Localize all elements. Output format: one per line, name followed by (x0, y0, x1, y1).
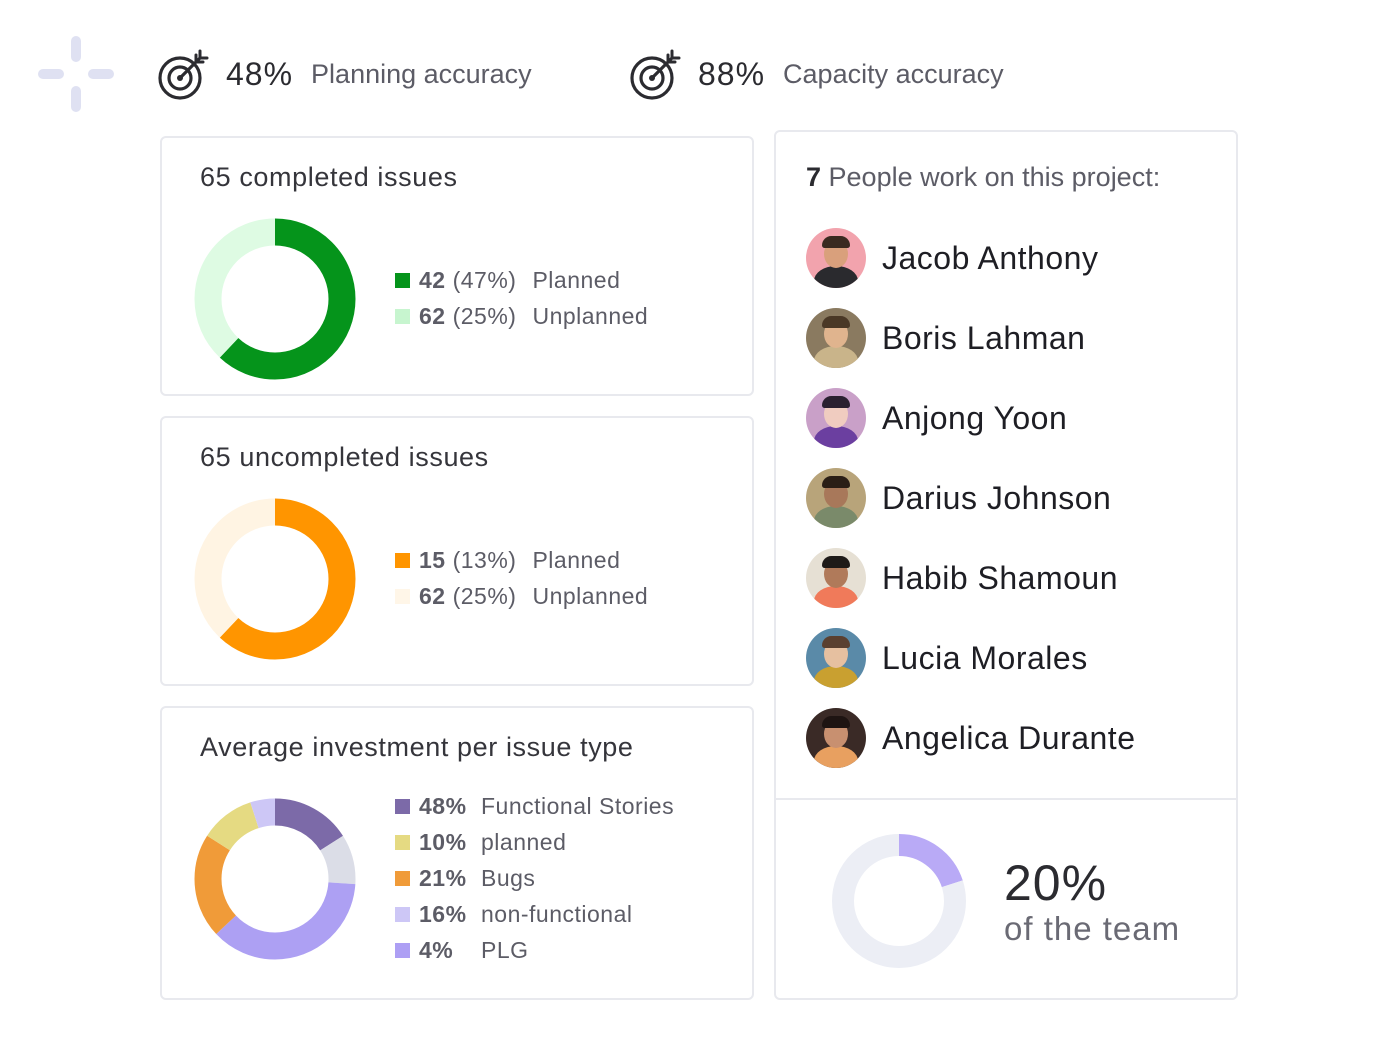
legend-percent: 21% (419, 864, 467, 891)
legend-label: Planned (532, 266, 621, 293)
person-row[interactable]: Lucia Morales (806, 628, 1088, 688)
team-label: of the team (1004, 910, 1181, 947)
legend-percent: 4% (419, 936, 454, 963)
avatar[interactable] (806, 388, 866, 448)
legend-swatch (395, 834, 410, 850)
legend-item-unplanned: 62 (25%) Unplanned (395, 578, 648, 614)
target-icon (158, 49, 209, 100)
uncompleted-donut-chart (194, 498, 356, 660)
card-title: Average investment per issue type (200, 732, 634, 762)
legend-percent: (25%) (452, 582, 517, 609)
legend-count: 42 (419, 266, 446, 293)
people-title: 7 People work on this project: (806, 162, 1160, 193)
planning-accuracy-metric: 48% Planning accuracy (156, 44, 532, 104)
legend-item-unplanned: 62 (25%) Unplanned (395, 298, 648, 334)
donut-segment (832, 834, 966, 968)
legend-label: Unplanned (532, 582, 649, 609)
avatar[interactable] (806, 628, 866, 688)
legend-percent: (47%) (452, 266, 517, 293)
investment-card: Average investment per issue type 48% Fu… (160, 706, 754, 1000)
legend-label: PLG (481, 936, 529, 963)
legend-label: non-functional (481, 900, 633, 927)
legend-item-bugs: 21% Bugs (395, 860, 674, 896)
donut-segment (194, 798, 356, 960)
card-title: 65 uncompleted issues (200, 442, 489, 472)
person-name[interactable]: Lucia Morales (882, 639, 1088, 676)
donut-segment (194, 798, 356, 960)
completed-legend: 42 (47%) Planned 62 (25%) Unplanned (395, 262, 648, 334)
legend-count: 62 (419, 582, 446, 609)
legend-swatch (395, 588, 410, 604)
legend-count: 15 (419, 546, 446, 573)
planning-accuracy-label: Planning accuracy (311, 58, 532, 89)
investment-donut-chart (194, 798, 356, 960)
people-card: 7 People work on this project: Jacob Ant… (774, 130, 1238, 1000)
legend-count: 62 (419, 302, 446, 329)
legend-percent: (13%) (452, 546, 517, 573)
team-donut-chart (832, 834, 966, 968)
legend-swatch (395, 272, 410, 288)
legend-item-non-functional: 16% non-functional (395, 896, 674, 932)
people-count: 7 (806, 162, 822, 192)
capacity-accuracy-metric: 88% Capacity accuracy (628, 44, 1004, 104)
person-row[interactable]: Darius Johnson (806, 468, 1111, 528)
donut-segment (194, 218, 356, 380)
planning-accuracy-value: 48% (226, 55, 294, 92)
legend-label: Functional Stories (481, 792, 675, 819)
avatar[interactable] (806, 228, 866, 288)
person-name[interactable]: Darius Johnson (882, 479, 1112, 516)
uncompleted-issues-card: 65 uncompleted issues 15 (13%) Planned 6… (160, 416, 754, 686)
sparkle-icon (38, 36, 114, 112)
legend-swatch (395, 906, 410, 922)
legend-item-planned: 15 (13%) Planned (395, 542, 648, 578)
divider (776, 798, 1236, 800)
legend-label: Unplanned (532, 302, 649, 329)
legend-percent: (25%) (452, 302, 517, 329)
completed-issues-card: 65 completed issues 42 (47%) Planned 62 … (160, 136, 754, 396)
person-row[interactable]: Anjong Yoon (806, 388, 1067, 448)
capacity-accuracy-value: 88% (698, 55, 766, 92)
person-name[interactable]: Jacob Anthony (882, 239, 1099, 276)
investment-legend: 48% Functional Stories 10% planned 21% B… (395, 788, 674, 968)
legend-percent: 48% (419, 792, 467, 819)
avatar[interactable] (806, 548, 866, 608)
people-title-text: People work on this project: (821, 162, 1161, 192)
target-icon (630, 49, 681, 100)
legend-percent: 10% (419, 828, 467, 855)
avatar[interactable] (806, 708, 866, 768)
legend-label: Planned (532, 546, 621, 573)
legend-item-functional-stories: 48% Functional Stories (395, 788, 674, 824)
person-name[interactable]: Angelica Durante (882, 719, 1136, 756)
capacity-accuracy-label: Capacity accuracy (783, 58, 1004, 89)
person-row[interactable]: Jacob Anthony (806, 228, 1098, 288)
person-name[interactable]: Anjong Yoon (882, 399, 1068, 436)
donut-segment (194, 798, 356, 960)
team-percent: 20% (1004, 855, 1108, 911)
legend-label: planned (481, 828, 567, 855)
card-title: 65 completed issues (200, 162, 458, 192)
uncompleted-legend: 15 (13%) Planned 62 (25%) Unplanned (395, 542, 648, 614)
avatar[interactable] (806, 308, 866, 368)
person-row[interactable]: Habib Shamoun (806, 548, 1118, 608)
legend-item-plg: 4% PLG (395, 932, 674, 968)
donut-segment (194, 498, 356, 660)
legend-swatch (395, 798, 410, 814)
legend-item-planned: 10% planned (395, 824, 674, 860)
donut-segment (194, 798, 356, 960)
person-name[interactable]: Habib Shamoun (882, 559, 1118, 596)
person-row[interactable]: Boris Lahman (806, 308, 1085, 368)
legend-label: Bugs (481, 864, 536, 891)
avatar[interactable] (806, 468, 866, 528)
legend-percent: 16% (419, 900, 467, 927)
legend-swatch (395, 870, 410, 886)
person-name[interactable]: Boris Lahman (882, 319, 1086, 356)
legend-item-planned: 42 (47%) Planned (395, 262, 648, 298)
person-row[interactable]: Angelica Durante (806, 708, 1135, 768)
legend-swatch (395, 552, 410, 568)
legend-swatch (395, 308, 410, 324)
legend-swatch (395, 942, 410, 958)
completed-donut-chart (194, 218, 356, 380)
